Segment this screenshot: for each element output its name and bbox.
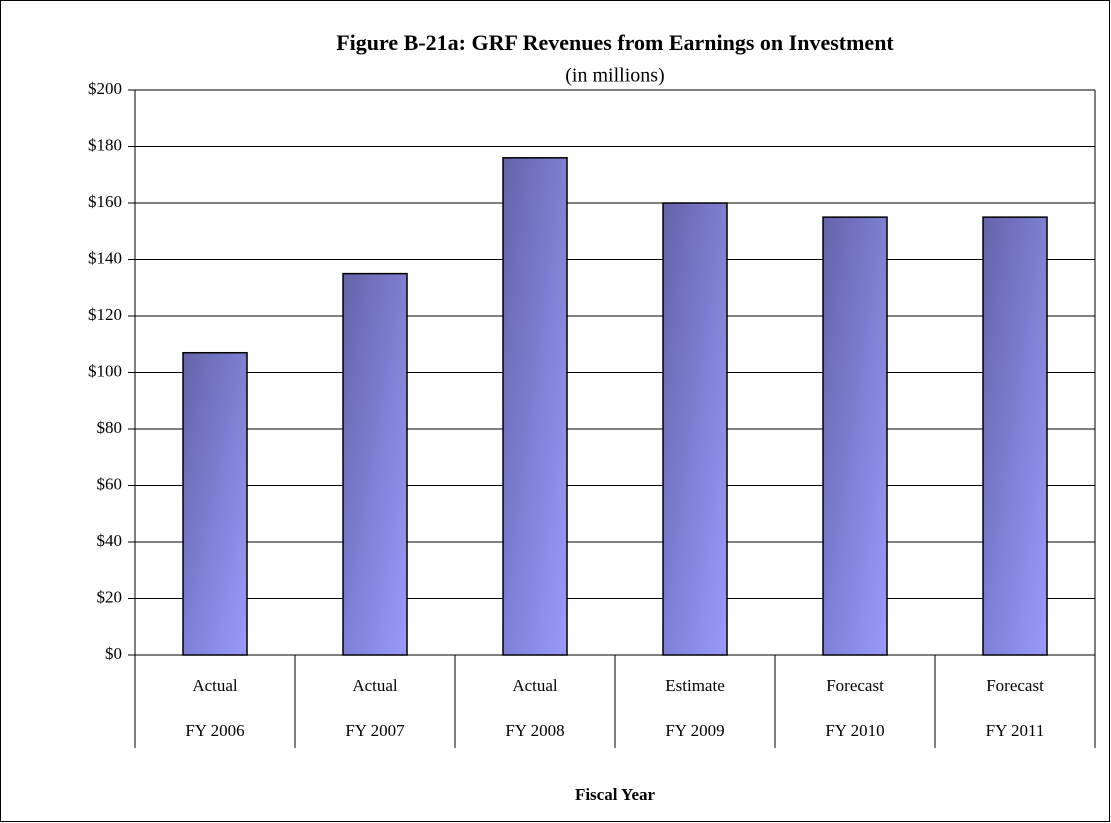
y-tick-label: $140 (88, 248, 122, 267)
x-group-label: Estimate (665, 676, 724, 695)
x-group-label: Actual (352, 676, 398, 695)
x-tick-label: FY 2010 (825, 721, 884, 740)
x-group-label: Forecast (826, 676, 884, 695)
y-tick-label: $120 (88, 305, 122, 324)
bar (822, 216, 888, 656)
x-tick-label: FY 2007 (345, 721, 405, 740)
y-tick-label: $40 (97, 531, 123, 550)
y-tick-label: $100 (88, 361, 122, 380)
x-tick-label: FY 2009 (665, 721, 724, 740)
bar (982, 216, 1048, 656)
x-group-label: Forecast (986, 676, 1044, 695)
bar (662, 202, 728, 656)
bar (502, 157, 568, 656)
y-tick-label: $200 (88, 79, 122, 98)
x-tick-label: FY 2011 (986, 721, 1045, 740)
y-tick-label: $0 (105, 644, 122, 663)
x-group-label: Actual (512, 676, 558, 695)
y-tick-label: $60 (97, 474, 123, 493)
chart-subtitle: (in millions) (565, 65, 664, 87)
x-tick-label: FY 2006 (185, 721, 244, 740)
y-tick-label: $160 (88, 192, 122, 211)
y-tick-label: $80 (97, 418, 123, 437)
bar (182, 351, 248, 656)
chart-title: Figure B-21a: GRF Revenues from Earnings… (336, 30, 894, 55)
x-group-label: Actual (192, 676, 238, 695)
x-axis-title: Fiscal Year (575, 785, 656, 804)
y-tick-label: $20 (97, 587, 123, 606)
x-tick-label: FY 2008 (505, 721, 564, 740)
bar (342, 272, 408, 656)
y-tick-label: $180 (88, 135, 122, 154)
